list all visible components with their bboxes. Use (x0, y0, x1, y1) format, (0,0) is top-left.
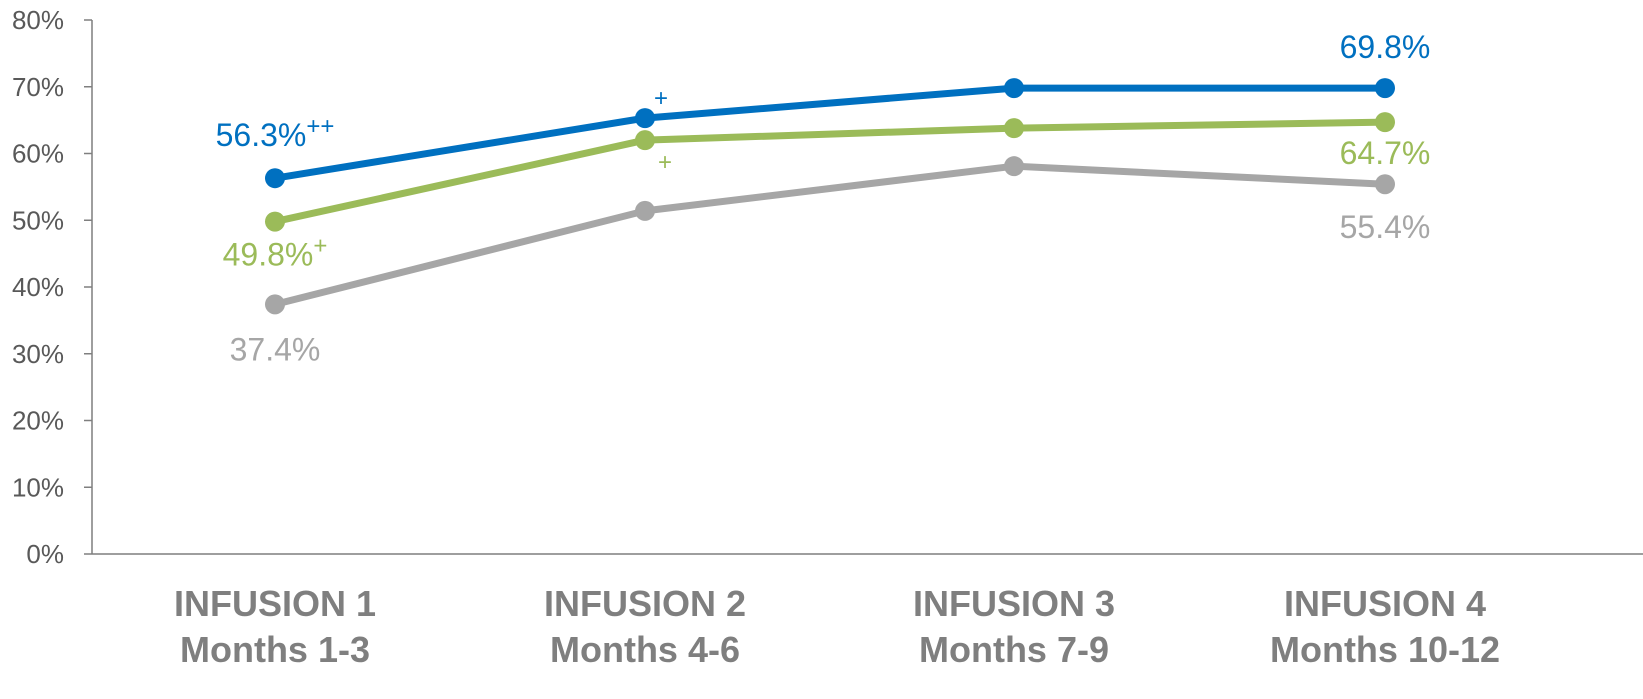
y-tick-label: 20% (12, 406, 64, 436)
y-tick-label: 0% (26, 539, 64, 569)
axes: 0% 10% 20% 30% 40% 50% 60% 70% 80% INFUSION 1 Mont… (12, 5, 1643, 670)
x-category-label: INFUSION 3 (913, 583, 1115, 624)
data-label: 69.8% (1340, 29, 1431, 65)
data-point-0-3 (1375, 78, 1395, 99)
data-label: 64.7% (1340, 135, 1431, 171)
y-tick-label: 30% (12, 339, 64, 369)
series-line-2 (271, 162, 1389, 308)
x-category-sublabel: Months 10-12 (1270, 629, 1500, 670)
data-label-value: 56.3% (216, 117, 307, 153)
data-point-1-2 (1004, 118, 1024, 139)
data-label-marker: + (654, 85, 668, 112)
series-line-1 (271, 118, 1389, 226)
data-label: + (658, 149, 672, 176)
data-point-0-1 (635, 108, 655, 129)
data-point-2-3 (1375, 174, 1395, 195)
y-tick-label: 10% (12, 472, 64, 502)
x-category-label: INFUSION 4 (1284, 583, 1486, 624)
data-label-value: 49.8% (223, 237, 314, 273)
data-point-0-0 (265, 168, 285, 189)
data-label: 37.4% (230, 331, 321, 367)
data-label-value: 64.7% (1340, 135, 1431, 171)
data-label-value: 55.4% (1340, 209, 1431, 245)
data-label: + (654, 85, 668, 112)
y-tick-label: 40% (12, 272, 64, 302)
data-labels: 56.3%+++69.8%49.8%++ 64.7%37.4%55.4% (216, 29, 1431, 367)
series-lines (265, 78, 1395, 315)
y-tick-label: 70% (12, 72, 64, 102)
x-category-sublabel: Months 1-3 (180, 629, 370, 670)
x-category-sublabel: Months 7-9 (919, 629, 1109, 670)
data-point-1-0 (265, 211, 285, 232)
series-line-0 (271, 84, 1389, 182)
data-label-value: 69.8% (1340, 29, 1431, 65)
x-category-label: INFUSION 1 (174, 583, 376, 624)
y-tick-label: 80% (12, 5, 64, 35)
data-point-2-0 (265, 294, 285, 315)
data-label: 56.3%++ (216, 113, 335, 153)
data-point-2-1 (635, 200, 655, 221)
data-point-1-3 (1375, 112, 1395, 133)
x-category-sublabel: Months 4-6 (550, 629, 740, 670)
data-label-marker: ++ (306, 113, 334, 140)
data-label-value: 37.4% (230, 331, 321, 367)
data-point-0-2 (1004, 78, 1024, 99)
y-tick-label: 50% (12, 205, 64, 235)
data-point-2-2 (1004, 156, 1024, 177)
y-tick-label: 60% (12, 139, 64, 169)
data-label: 49.8%+ (223, 233, 328, 273)
data-label: 55.4% (1340, 209, 1431, 245)
x-category-label: INFUSION 2 (544, 583, 746, 624)
data-label-marker: + (658, 149, 672, 176)
data-label-marker: + (313, 233, 327, 260)
data-point-1-1 (635, 130, 655, 151)
